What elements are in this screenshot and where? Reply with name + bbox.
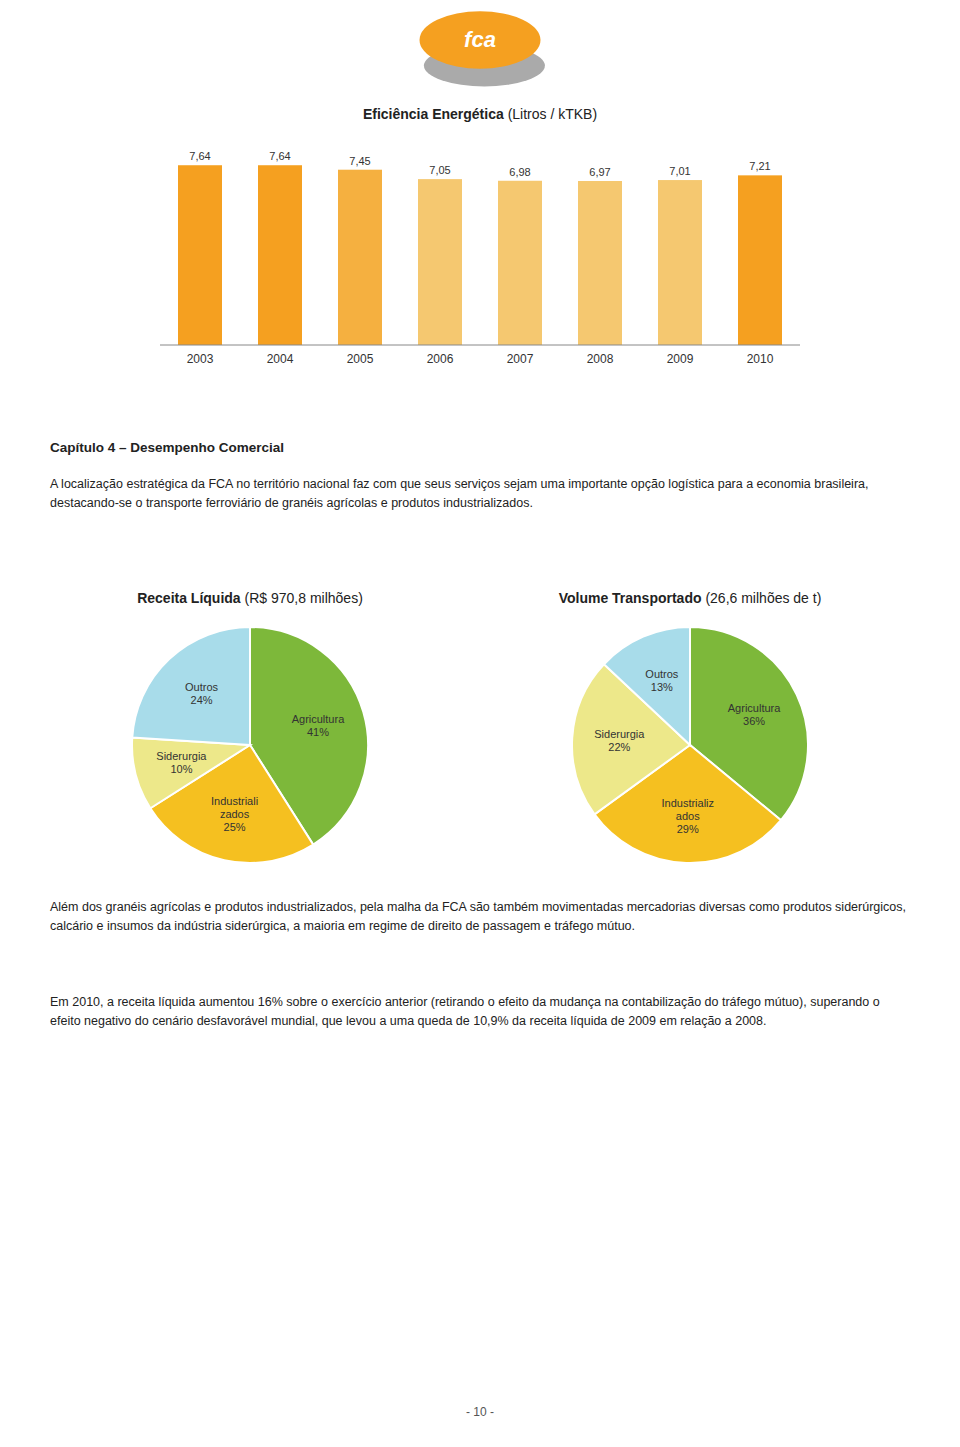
value-label: 29% — [677, 823, 699, 835]
category-label: Agricultura — [292, 713, 345, 725]
tick-label: 2007 — [507, 352, 534, 366]
paragraph: Além dos granéis agrícolas e produtos in… — [50, 898, 910, 936]
chapter-title: Capítulo 4 – Desempenho Comercial — [50, 440, 284, 455]
data-label: 7,01 — [669, 165, 690, 177]
x-axis — [160, 345, 800, 346]
bar — [258, 165, 302, 345]
title: Volume Transportado — [559, 590, 702, 606]
subtitle: (R$ 970,8 milhões) — [245, 590, 363, 606]
value-label: 36% — [743, 715, 765, 727]
logo-text: fca — [464, 27, 496, 52]
slice-label: Outros13% — [645, 668, 679, 693]
value-label: 41% — [307, 726, 329, 738]
category-label: Industrializados — [211, 795, 258, 820]
subtitle: (Litros / kTKB) — [508, 106, 597, 122]
data-label: 7,45 — [349, 155, 370, 167]
data-label: 7,05 — [429, 164, 450, 176]
tick-label: 2005 — [347, 352, 374, 366]
bars — [178, 165, 782, 345]
title: Receita Líquida — [137, 590, 240, 606]
bar — [498, 181, 542, 345]
category-label: Agricultura — [728, 702, 781, 714]
category-label: Siderurgia — [594, 728, 645, 740]
slice-label: Agricultura41% — [292, 713, 345, 738]
bar — [738, 175, 782, 345]
logo-ellipse — [420, 11, 541, 69]
value-label: 22% — [608, 741, 630, 753]
slice-label: Industrializados25% — [211, 795, 258, 833]
category-label: Siderurgia — [156, 750, 207, 762]
category-label: Outros — [185, 681, 219, 693]
tick-label: 2006 — [427, 352, 454, 366]
value-label: 25% — [224, 821, 246, 833]
paragraph: A localização estratégica da FCA no terr… — [50, 475, 910, 513]
category-label: Outros — [645, 668, 679, 680]
chart-title: Volume Transportado (26,6 milhões de t) — [470, 590, 910, 606]
page: fca Eficiência Energética (Litros / kTKB)… — [0, 0, 960, 1447]
slice-label: Siderurgia10% — [156, 750, 207, 775]
title: Eficiência Energética — [363, 106, 504, 122]
bar — [338, 170, 382, 345]
slice-label: Industrializados29% — [661, 797, 714, 835]
page-number: - 10 - — [0, 1405, 960, 1419]
slice-label: Outros24% — [185, 681, 219, 706]
pie-chart: Agricultura41%Industrializados25%Siderur… — [50, 615, 450, 875]
slice-label: Siderurgia22% — [594, 728, 645, 753]
slice — [132, 627, 250, 745]
pie-chart: Agricultura36% Industrializados29% Siderur… — [490, 615, 890, 875]
bar — [658, 180, 702, 345]
tick-label: 2003 — [187, 352, 214, 366]
chart-title: Eficiência Energética (Litros / kTKB) — [130, 106, 830, 122]
chart-title: Receita Líquida (R$ 970,8 milhões) — [30, 590, 470, 606]
data-label: 6,97 — [589, 166, 610, 178]
value-label: 13% — [651, 681, 673, 693]
tick-label: 2010 — [747, 352, 774, 366]
data-label: 7,64 — [189, 150, 210, 162]
slice — [150, 745, 313, 863]
tick-label: 2009 — [667, 352, 694, 366]
bar — [418, 179, 462, 345]
data-label: 6,98 — [509, 166, 530, 178]
data-label: 7,64 — [269, 150, 290, 162]
logo: fca — [370, 8, 590, 88]
tick-label: 2008 — [587, 352, 614, 366]
slice-label: Agricultura36% — [728, 702, 781, 727]
bar-chart: 7,64 2003 7,64 2004 7,45 2005 7,05 2006 6,98 2007… — [130, 135, 830, 385]
value-label: 24% — [191, 694, 213, 706]
data-label: 7,21 — [749, 160, 770, 172]
bar — [178, 165, 222, 345]
bar — [578, 181, 622, 345]
subtitle: (26,6 milhões de t) — [705, 590, 821, 606]
paragraph: Em 2010, a receita líquida aumentou 16% … — [50, 993, 910, 1031]
category-label: Industrializados — [661, 797, 714, 822]
tick-label: 2004 — [267, 352, 294, 366]
value-label: 10% — [170, 763, 192, 775]
